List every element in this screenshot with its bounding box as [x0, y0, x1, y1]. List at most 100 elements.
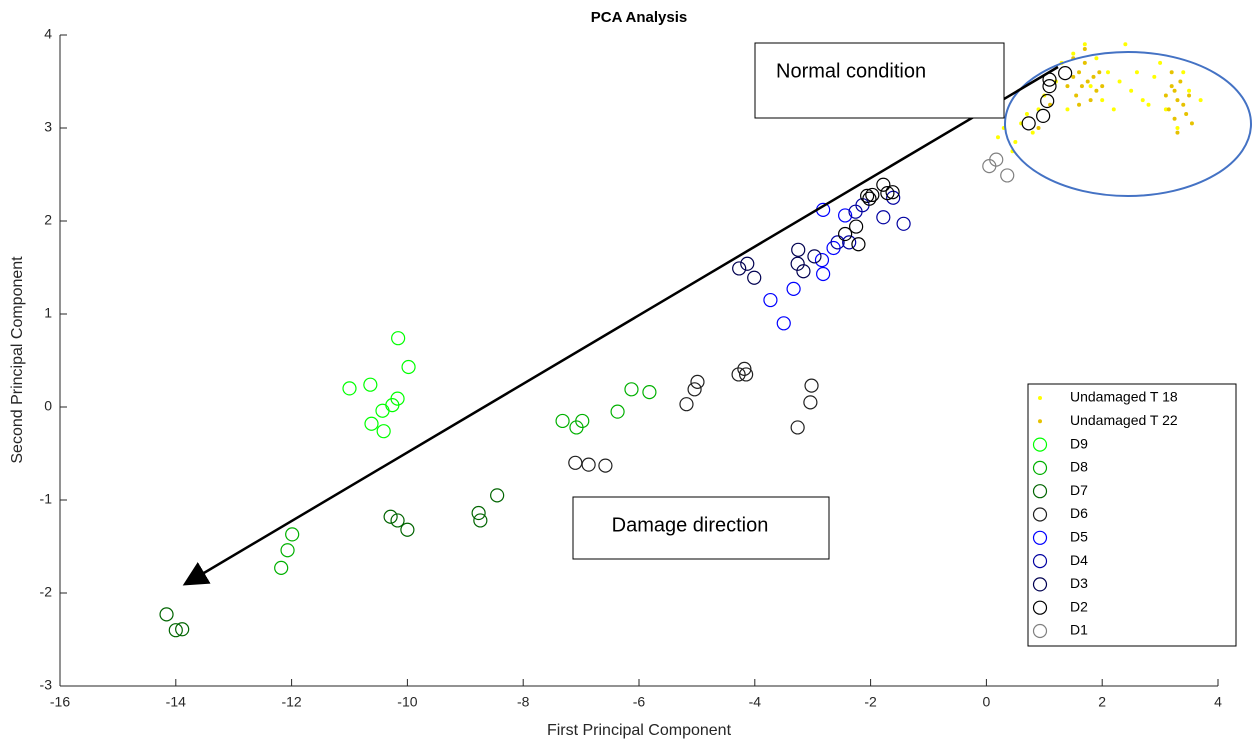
point	[995, 135, 1000, 140]
point	[624, 382, 639, 397]
point	[842, 235, 857, 250]
point	[1088, 98, 1093, 103]
point	[1100, 84, 1105, 89]
x-tick-label: -12	[281, 694, 301, 710]
point	[1178, 79, 1183, 84]
point	[1169, 70, 1174, 75]
point	[1097, 70, 1102, 75]
legend-marker	[1032, 437, 1048, 452]
point	[804, 378, 819, 393]
x-tick-label: -16	[50, 694, 70, 710]
point	[471, 505, 486, 521]
point	[1189, 121, 1194, 126]
legend-marker	[1032, 484, 1048, 499]
point	[375, 403, 390, 418]
point	[1082, 42, 1087, 47]
point	[1187, 88, 1192, 93]
point	[1094, 56, 1099, 61]
point	[175, 622, 190, 637]
point	[1172, 116, 1177, 121]
point	[1172, 88, 1177, 93]
point	[1166, 107, 1171, 112]
point	[1175, 126, 1180, 130]
y-tick-label: -3	[40, 677, 53, 693]
x-axis-label: First Principal Component	[547, 722, 732, 739]
point	[168, 623, 183, 638]
point	[1175, 130, 1180, 135]
point	[1140, 98, 1145, 103]
point	[1134, 70, 1139, 75]
point	[690, 374, 705, 389]
x-tick-label: -4	[749, 694, 762, 710]
legend-label: D8	[1070, 459, 1088, 475]
point	[364, 416, 379, 431]
point	[763, 292, 778, 308]
x-tick-label: 2	[1098, 694, 1106, 710]
point	[1152, 74, 1157, 79]
point	[1024, 112, 1029, 117]
point	[1169, 84, 1174, 89]
point	[732, 261, 747, 276]
point	[860, 188, 875, 203]
point	[1042, 79, 1057, 94]
point	[865, 187, 880, 203]
y-tick-label: -1	[40, 491, 53, 507]
point	[1105, 70, 1110, 75]
legend-marker	[1032, 577, 1048, 592]
point	[1088, 84, 1093, 89]
point	[363, 377, 378, 392]
point	[1065, 107, 1070, 112]
normal-region	[1004, 51, 1252, 197]
legend-marker	[1032, 460, 1048, 475]
point	[740, 256, 755, 271]
point	[1077, 70, 1082, 75]
point	[1036, 126, 1041, 130]
point	[1040, 93, 1055, 109]
legend-label: D3	[1070, 575, 1088, 591]
legend-label: Undamaged T 18	[1070, 389, 1178, 405]
point	[1036, 108, 1051, 124]
point	[790, 420, 805, 435]
y-tick-label: -2	[40, 584, 53, 600]
point	[687, 382, 702, 397]
point	[838, 226, 853, 242]
legend-label: D4	[1070, 552, 1088, 568]
point	[285, 527, 300, 542]
point	[1181, 70, 1186, 75]
point	[747, 270, 762, 285]
point	[838, 208, 853, 223]
legend-marker	[1032, 530, 1048, 545]
point	[1013, 139, 1018, 144]
legend-label: D2	[1070, 598, 1088, 614]
point	[401, 359, 416, 375]
point	[159, 607, 174, 622]
plot-area	[159, 42, 1203, 638]
point	[816, 266, 831, 282]
legend-marker	[1032, 553, 1048, 569]
point	[737, 361, 752, 376]
point	[796, 264, 811, 279]
point	[862, 191, 877, 206]
point	[786, 281, 801, 296]
point	[642, 385, 657, 400]
point	[1030, 130, 1035, 135]
point	[1158, 60, 1163, 65]
legend	[1027, 383, 1237, 647]
x-tick-label: -2	[864, 694, 877, 710]
point	[1111, 107, 1116, 112]
point	[490, 488, 505, 503]
point	[1184, 112, 1189, 117]
point	[876, 177, 891, 192]
x-tick-label: -8	[517, 694, 530, 710]
point	[1074, 93, 1079, 98]
point	[1082, 46, 1087, 51]
point	[1163, 107, 1168, 112]
point	[851, 237, 866, 252]
point	[1146, 102, 1151, 107]
point	[280, 543, 295, 558]
point	[581, 457, 596, 472]
point	[739, 367, 754, 382]
point	[1187, 93, 1192, 98]
legend-marker	[1032, 600, 1048, 615]
point	[1071, 74, 1076, 79]
